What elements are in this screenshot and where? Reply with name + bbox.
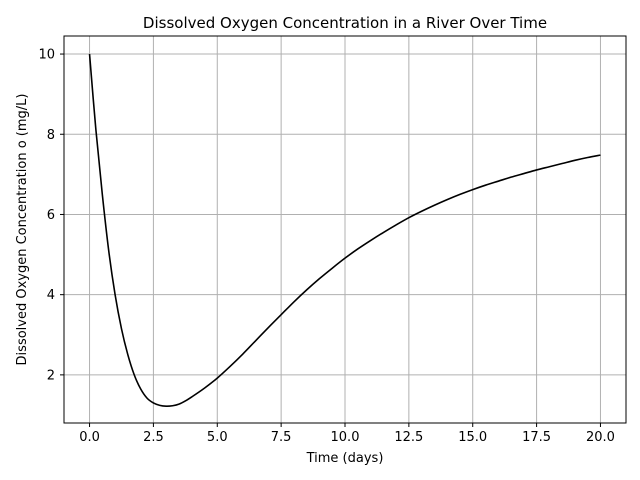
y-axis-label: Dissolved Oxygen Concentration o (mg/L)	[15, 94, 30, 366]
series-line	[88, 53, 601, 407]
x-tick-label: 15.0	[458, 430, 487, 445]
x-tick-label: 17.5	[522, 430, 551, 445]
x-tick-label: 7.5	[271, 430, 292, 445]
series-layer	[88, 53, 601, 407]
x-tick-label: 10.0	[331, 430, 360, 445]
chart-title: Dissolved Oxygen Concentration in a Rive…	[143, 14, 547, 32]
y-tick-label: 6	[47, 208, 55, 223]
y-tick-label: 10	[38, 48, 55, 63]
y-axis: 2 4 6 8 10	[38, 48, 64, 383]
x-axis: 0.0 2.5 5.0 7.5 10.0 12.5 15.0 17.5 20.0	[79, 423, 615, 445]
y-tick-label: 2	[47, 368, 55, 383]
grid	[64, 36, 626, 423]
y-tick-label: 4	[47, 288, 55, 303]
x-tick-label: 2.5	[143, 430, 164, 445]
x-tick-label: 12.5	[394, 430, 423, 445]
x-axis-label: Time (days)	[306, 451, 384, 466]
x-tick-label: 20.0	[586, 430, 615, 445]
y-tick-label: 8	[47, 128, 55, 143]
x-tick-label: 5.0	[207, 430, 228, 445]
x-tick-label: 0.0	[79, 430, 100, 445]
